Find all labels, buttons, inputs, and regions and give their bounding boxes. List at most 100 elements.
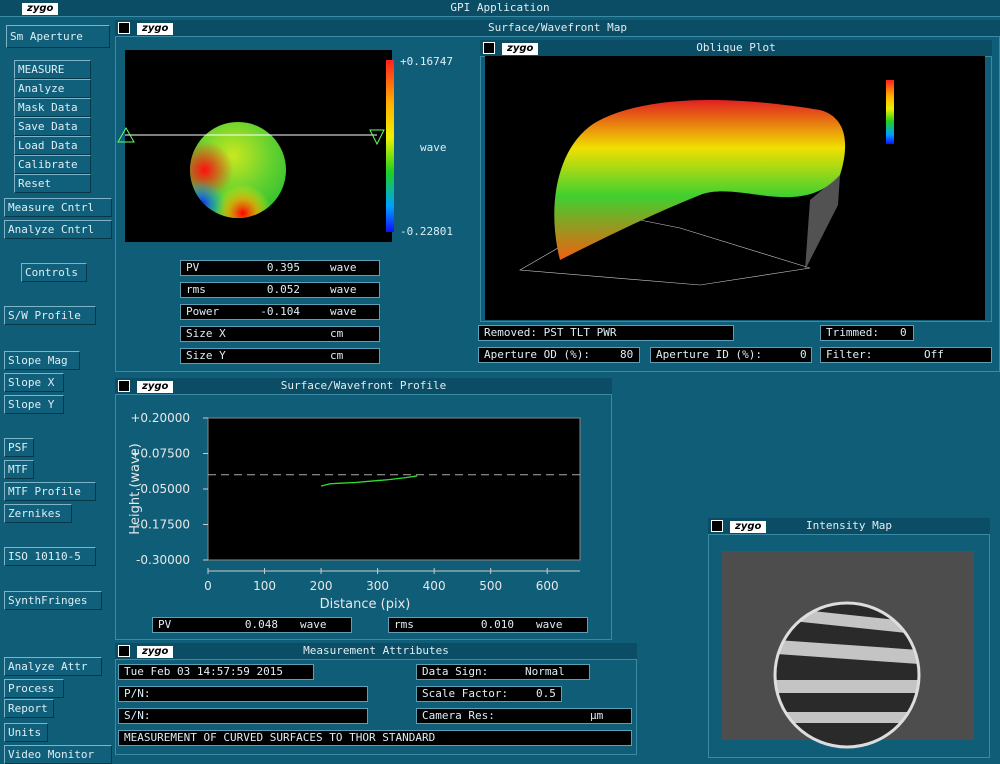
aperture-od-value: 80	[620, 348, 634, 361]
side-button[interactable]: MTF	[4, 460, 34, 479]
side-button[interactable]: Measure Cntrl	[4, 198, 112, 217]
pv-field: PV	[152, 617, 352, 633]
logo: zygo	[502, 43, 539, 55]
oblique-label: 160	[508, 289, 531, 303]
result-label: PV	[186, 261, 200, 274]
scale-factor-value: 0.5	[536, 687, 556, 700]
result-field	[180, 326, 380, 342]
profile-window	[115, 378, 612, 640]
note-field: MEASUREMENT OF CURVED SURFACES TO THOR S…	[118, 730, 632, 746]
pn-field: P/N:	[118, 686, 368, 702]
side-button[interactable]: Slope Mag	[4, 351, 80, 370]
oblique-window-title: Oblique Plot	[480, 40, 992, 57]
side-button[interactable]: Video Monitor	[4, 745, 112, 764]
pv-unit: wave	[300, 618, 327, 631]
data-sign-field: Data Sign:	[416, 664, 590, 680]
result-field	[180, 348, 380, 364]
result-field	[180, 260, 380, 276]
result-unit: wave	[330, 283, 357, 296]
profile-window-title: Surface/Wavefront Profile	[115, 378, 612, 395]
side-button[interactable]: SynthFringes	[4, 591, 102, 610]
side-button[interactable]: Units	[4, 723, 48, 742]
removed-field: Removed: PST TLT PWR	[478, 325, 734, 341]
side-button[interactable]: Controls	[21, 263, 87, 282]
result-unit: cm	[330, 349, 344, 362]
side-button[interactable]: Mask Data	[14, 98, 91, 117]
result-value: 0.052	[266, 283, 300, 296]
close-icon	[711, 520, 723, 532]
oblique-label: +0.16747	[915, 75, 975, 89]
side-button[interactable]: Process	[4, 679, 64, 698]
result-label: Power	[186, 305, 220, 318]
logo: zygo	[22, 3, 59, 15]
side-button[interactable]: MEASURE	[14, 60, 91, 79]
side-button[interactable]: Analyze Cntrl	[4, 220, 112, 239]
surface-map-window-title: Surface/Wavefront Map	[115, 20, 1000, 37]
intensity-window-title: Intensity Map	[708, 518, 990, 535]
camera-res-unit: µm	[590, 709, 604, 722]
sn-field: S/N:	[118, 708, 368, 724]
aperture-id-value: 0	[800, 348, 807, 361]
side-button[interactable]: Save Data	[14, 117, 91, 136]
side-button[interactable]: Reset	[14, 174, 91, 193]
app-title: GPI Application	[0, 0, 1000, 17]
close-icon	[118, 380, 130, 392]
scale-min: -0.22801	[400, 225, 453, 238]
logo: zygo	[137, 381, 174, 393]
aperture-od-field: Aperture OD (%):	[478, 347, 640, 363]
side-button[interactable]: Report	[4, 699, 54, 718]
intensity-window	[708, 518, 990, 758]
side-button[interactable]: Analyze	[14, 79, 91, 98]
side-button[interactable]: MTF Profile	[4, 482, 96, 501]
result-field	[180, 304, 380, 320]
result-label: rms	[186, 283, 206, 296]
rms-field: rms	[388, 617, 588, 633]
attributes-window-title: Measurement Attributes	[115, 643, 637, 660]
oblique-label: pix	[872, 205, 891, 219]
scale-unit: wave	[420, 141, 447, 154]
side-button[interactable]: ISO 10110-5	[4, 547, 96, 566]
scale-max: +0.16747	[400, 55, 453, 68]
close-icon	[118, 22, 130, 34]
side-button[interactable]: Zernikes	[4, 504, 72, 523]
side-button[interactable]: Calibrate	[14, 155, 91, 174]
side-button[interactable]: Load Data	[14, 136, 91, 155]
side-button[interactable]: Analyze Attr	[4, 657, 102, 676]
oblique-label: 53	[822, 268, 838, 282]
close-icon	[118, 645, 130, 657]
side-button[interactable]: S/W Profile	[4, 306, 96, 325]
result-unit: wave	[330, 305, 357, 318]
result-field	[180, 282, 380, 298]
logo: zygo	[730, 521, 767, 533]
data-sign-value: Normal	[525, 665, 565, 678]
filter-field: Filter:	[820, 347, 992, 363]
side-button[interactable]: Slope Y	[4, 395, 64, 414]
date-field: Tue Feb 03 14:57:59 2015	[118, 664, 314, 680]
logo: zygo	[137, 646, 174, 658]
result-unit: wave	[330, 261, 357, 274]
oblique-label: 300	[915, 147, 938, 161]
filter-value: Off	[924, 348, 944, 361]
trimmed-field: Trimmed:	[820, 325, 914, 341]
result-label: Size X	[186, 327, 226, 340]
logo: zygo	[137, 23, 174, 35]
side-button[interactable]: PSF	[4, 438, 34, 457]
close-icon	[483, 42, 495, 54]
rms-value: 0.010	[480, 618, 514, 631]
result-value: -0.104	[260, 305, 300, 318]
side-button[interactable]: Slope X	[4, 373, 64, 392]
oblique-label: wave	[915, 108, 947, 122]
scale-factor-field: Scale Factor:	[416, 686, 562, 702]
result-label: Size Y	[186, 349, 226, 362]
trimmed-value: 0	[900, 326, 907, 339]
camera-res-field: Camera Res:	[416, 708, 632, 724]
side-button[interactable]: Sm Aperture	[6, 25, 110, 48]
oblique-label: pix	[650, 289, 669, 303]
rms-unit: wave	[536, 618, 563, 631]
aperture-id-field: Aperture ID (%):	[650, 347, 812, 363]
oblique-label: 407	[782, 289, 805, 303]
result-value: 0.395	[266, 261, 300, 274]
